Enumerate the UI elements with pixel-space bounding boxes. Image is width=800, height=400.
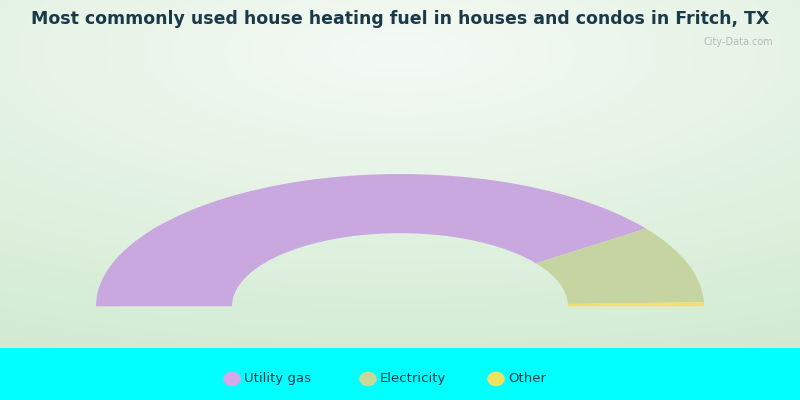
Text: Utility gas: Utility gas: [244, 372, 311, 386]
Wedge shape: [96, 174, 646, 306]
Ellipse shape: [359, 372, 377, 386]
Text: Most commonly used house heating fuel in houses and condos in Fritch, TX: Most commonly used house heating fuel in…: [31, 10, 769, 28]
Ellipse shape: [487, 372, 505, 386]
Text: City-Data.com: City-Data.com: [704, 37, 774, 47]
Ellipse shape: [223, 372, 241, 386]
Text: Other: Other: [508, 372, 546, 386]
Wedge shape: [536, 228, 704, 304]
Wedge shape: [568, 302, 704, 306]
Text: Electricity: Electricity: [380, 372, 446, 386]
